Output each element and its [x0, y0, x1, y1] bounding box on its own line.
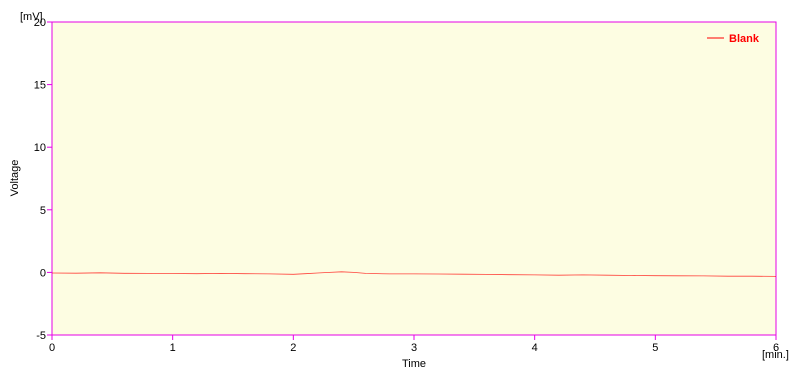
y-axis-unit: [mV]	[20, 11, 43, 23]
plot-area	[51, 21, 777, 336]
legend: Blank	[707, 33, 760, 45]
x-axis-label: Time	[402, 358, 426, 369]
legend-label-blank: Blank	[729, 33, 760, 45]
y-tick-label: 0	[40, 267, 46, 279]
series-line-blank	[51, 271, 777, 277]
x-tick-label: 1	[170, 342, 176, 354]
y-tick-label: 20	[34, 17, 46, 29]
y-tick-label: -5	[36, 330, 46, 342]
x-axis-unit: [min.]	[762, 349, 789, 361]
x-tick-label: 3	[411, 342, 417, 354]
x-tick-label: 4	[532, 342, 538, 354]
y-tick-label: 10	[34, 142, 46, 154]
x-tick-label: 5	[652, 342, 658, 354]
y-tick-label: 5	[40, 205, 46, 217]
x-tick-label: 6	[773, 342, 779, 354]
y-tick-label: 15	[34, 80, 46, 92]
y-axis-label: Voltage	[9, 160, 21, 197]
x-tick-label: 2	[290, 342, 296, 354]
y-axis-ticks: -5 0 5 10 15 20	[34, 17, 52, 342]
x-tick-label: 0	[49, 342, 55, 354]
x-axis-ticks: 0 1 2 3 4 5 6	[49, 335, 779, 354]
